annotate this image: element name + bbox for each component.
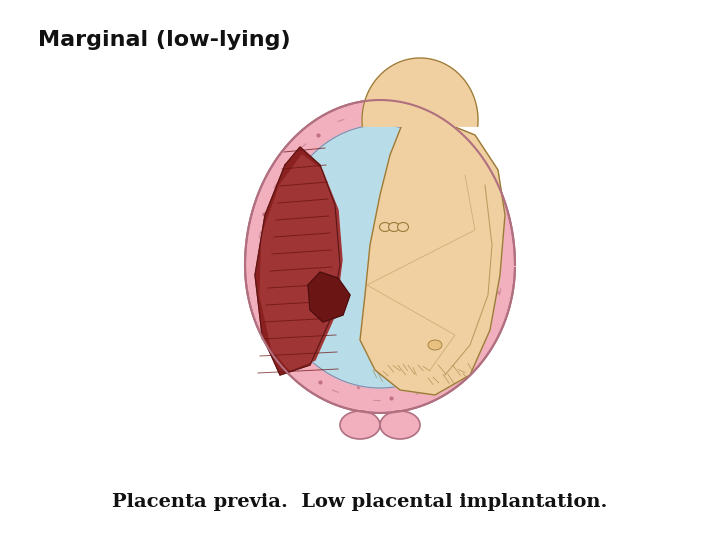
Ellipse shape: [380, 411, 420, 439]
Polygon shape: [360, 117, 505, 395]
Polygon shape: [260, 155, 342, 370]
Ellipse shape: [428, 340, 442, 350]
Ellipse shape: [379, 222, 390, 232]
Polygon shape: [308, 272, 350, 322]
Text: Placenta previa.  Low placental implantation.: Placenta previa. Low placental implantat…: [112, 493, 608, 511]
Polygon shape: [270, 125, 490, 388]
Polygon shape: [255, 147, 340, 375]
Text: Marginal (low-lying): Marginal (low-lying): [38, 30, 291, 50]
Ellipse shape: [389, 222, 400, 232]
Ellipse shape: [397, 222, 408, 232]
Ellipse shape: [340, 411, 380, 439]
Polygon shape: [362, 58, 478, 126]
Polygon shape: [245, 100, 515, 413]
